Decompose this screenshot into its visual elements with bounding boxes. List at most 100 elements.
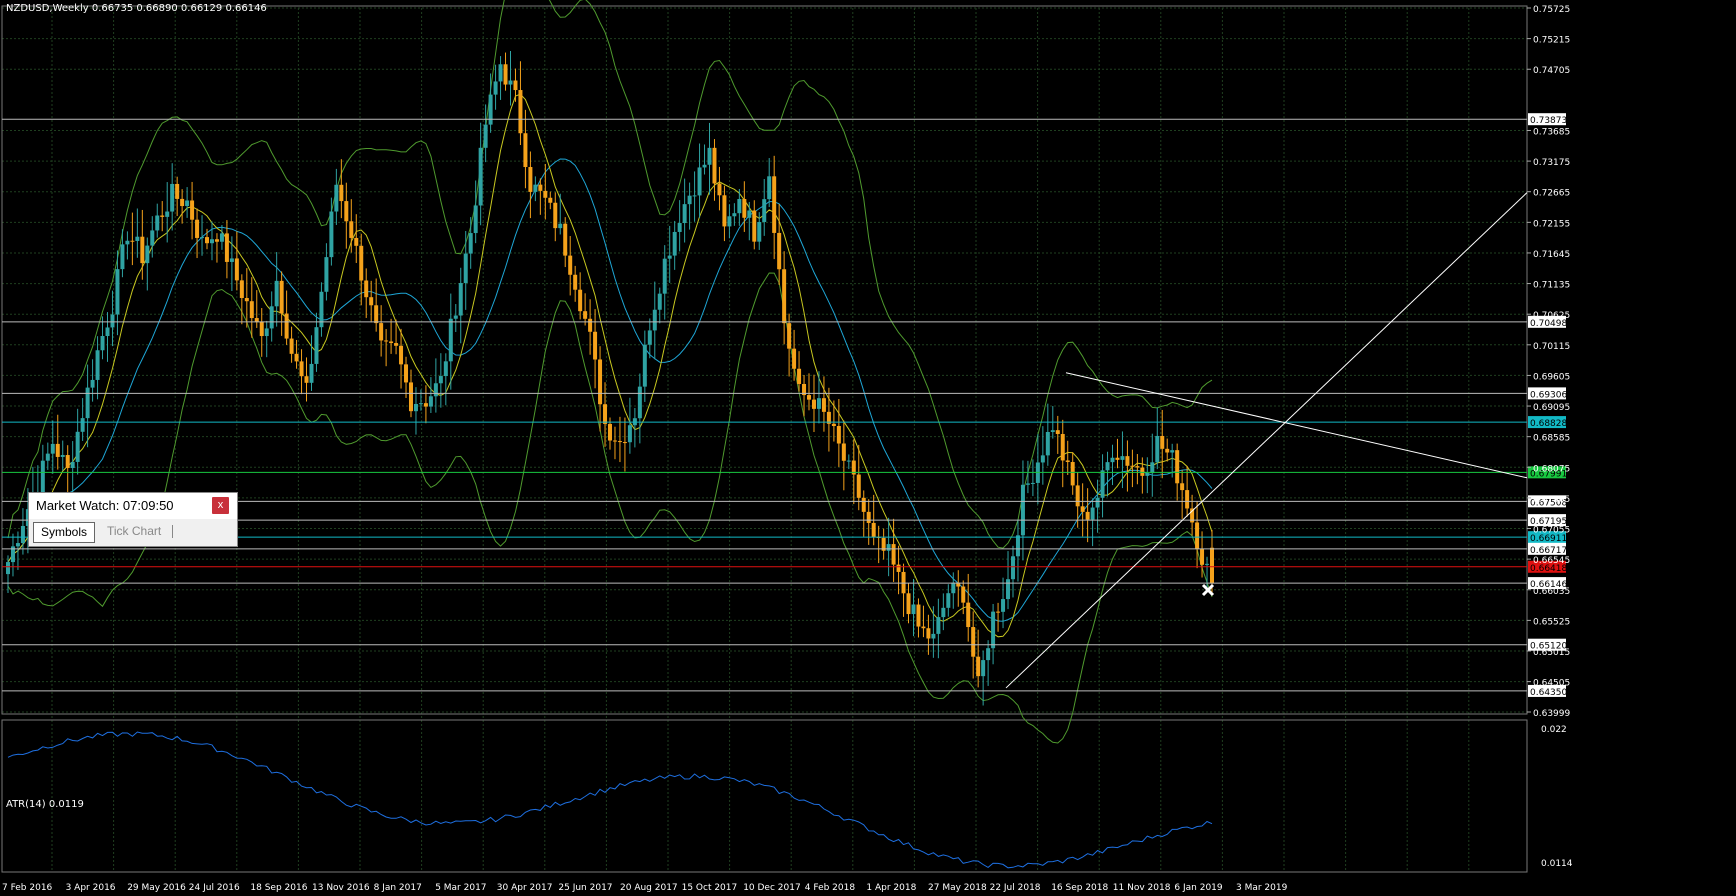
candle-body	[1006, 579, 1011, 600]
market-watch-panel[interactable]: Market Watch: 07:09:50 x Symbols Tick Ch…	[28, 492, 238, 547]
price-scale-label: 0.67055	[1533, 526, 1570, 536]
candle-body	[413, 403, 418, 412]
price-badge: 0.70498	[1530, 319, 1567, 329]
price-scale-label: 0.72665	[1533, 189, 1570, 199]
time-axis-label: 5 Mar 2017	[435, 883, 486, 893]
candle-body	[205, 237, 210, 244]
candle-body	[1195, 522, 1200, 550]
price-scale-label: 0.75725	[1533, 5, 1570, 15]
close-marker-icon	[1201, 583, 1215, 597]
candle-body	[85, 387, 90, 419]
candle-body	[418, 403, 423, 405]
price-badge-bg	[1528, 684, 1566, 697]
candle-body	[80, 418, 85, 432]
candle-body	[239, 280, 244, 299]
tab-tick-chart[interactable]: Tick Chart	[107, 524, 162, 538]
candle-body	[1015, 535, 1020, 557]
candle-body	[563, 223, 568, 256]
candle-body	[284, 313, 289, 339]
candle-body	[583, 311, 588, 319]
close-icon[interactable]: x	[212, 497, 229, 514]
candle-body	[1050, 430, 1055, 432]
candle-body	[871, 522, 876, 537]
candle-body	[145, 245, 150, 264]
candle-body	[364, 280, 369, 298]
time-axis-label: 3 Mar 2019	[1236, 883, 1288, 893]
candle-body	[573, 274, 578, 290]
candle-body	[717, 183, 722, 196]
candle-body	[548, 197, 553, 203]
tab-symbols[interactable]: Symbols	[33, 522, 96, 543]
price-badge: 0.66911	[1530, 534, 1567, 544]
time-axis-label: 20 Aug 2017	[620, 883, 678, 893]
time-axis-label: 29 May 2016	[127, 883, 186, 893]
candle-body	[404, 364, 409, 383]
candle-body	[354, 237, 359, 246]
candle-body	[647, 330, 652, 345]
candle-body	[1165, 448, 1170, 453]
candle-body	[10, 546, 15, 563]
time-axis-label: 7 Feb 2016	[2, 883, 53, 893]
candle-body	[329, 211, 334, 258]
candle-body	[493, 81, 498, 95]
candle-body	[473, 205, 478, 234]
candle-body	[826, 411, 831, 424]
candle-body	[891, 544, 896, 565]
candle-body	[986, 648, 991, 661]
time-axis-label: 1 Apr 2018	[866, 883, 916, 893]
candle-body	[841, 443, 846, 461]
candle-body	[1060, 434, 1065, 461]
price-scale-label: 0.73175	[1533, 158, 1570, 168]
candle-body	[508, 80, 513, 85]
candle-body	[289, 338, 294, 354]
market-watch-tabs: Symbols Tick Chart	[31, 522, 235, 543]
price-badge-bg	[1528, 495, 1566, 508]
candle-body	[394, 343, 399, 346]
candle-body	[319, 291, 324, 328]
candle-body	[846, 460, 851, 462]
time-axis-label: 10 Dec 2017	[743, 883, 801, 893]
candle-body	[538, 184, 543, 191]
candle-body	[1010, 556, 1015, 580]
candle-body	[389, 341, 394, 344]
price-scale-label: 0.68585	[1533, 434, 1570, 444]
price-scale-label: 0.74705	[1533, 66, 1570, 76]
candle-body	[757, 221, 762, 242]
candle-body	[1175, 450, 1180, 484]
price-badge: 0.66717	[1530, 546, 1567, 556]
candle-body	[234, 258, 239, 281]
candle-body	[498, 64, 503, 82]
candle-body	[617, 441, 622, 443]
price-pane-frame	[1, 5, 1528, 715]
candle-body	[881, 537, 886, 551]
price-badge: 0.68828	[1530, 419, 1567, 429]
candle-body	[115, 269, 120, 315]
candle-body	[339, 184, 344, 202]
price-scale-label: 0.73685	[1533, 127, 1570, 137]
candle-body	[851, 460, 856, 475]
candle-body	[25, 509, 30, 526]
tab-separator	[172, 525, 173, 538]
resistance-trendline	[1065, 372, 1528, 479]
candle-body	[807, 395, 812, 400]
candle-body	[229, 258, 234, 262]
candle-body	[981, 660, 986, 677]
price-scale-label: 0.65015	[1533, 648, 1570, 658]
candle-body	[697, 167, 702, 196]
candle-body	[936, 617, 941, 634]
bollinger-lower	[7, 272, 1213, 744]
candle-body	[1040, 455, 1045, 463]
candle-body	[836, 426, 841, 444]
candle-body	[946, 593, 951, 608]
price-scale-label: 0.67565	[1533, 495, 1570, 505]
price-scale-label: 0.68075	[1533, 464, 1570, 474]
market-watch-header[interactable]: Market Watch: 07:09:50 x	[29, 493, 237, 519]
candle-body	[802, 383, 807, 396]
atr-header: ATR(14) 0.0119	[6, 799, 84, 810]
candle-body	[309, 363, 314, 383]
candle-body	[797, 368, 802, 384]
candle-body	[443, 361, 448, 377]
candle-body	[110, 314, 115, 328]
